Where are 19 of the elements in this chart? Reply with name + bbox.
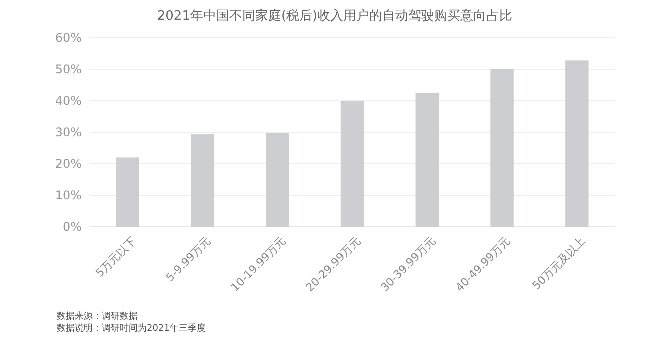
y-tick-label: 30%	[55, 126, 82, 140]
x-tick-label: 5万元以下	[93, 234, 139, 280]
bar	[490, 70, 514, 227]
bar	[266, 133, 290, 227]
text: 数据说明：调研时间为2021年三季度	[57, 323, 206, 334]
y-tick-label: 60%	[55, 31, 82, 46]
bar	[566, 60, 589, 227]
bar	[340, 101, 364, 227]
y-tick-label: 40%	[55, 94, 82, 108]
x-tick-label: 50万元及以上	[530, 234, 588, 293]
chart-title: 2021年中国不同家庭(税后)收入用户的自动驾驶购买意向占比	[157, 8, 513, 24]
y-tick-label: 20%	[55, 157, 82, 172]
source-note: 数据来源：调研数据	[57, 311, 138, 322]
bar	[116, 158, 140, 227]
bar	[416, 93, 439, 227]
y-tick-label: 50%	[55, 62, 82, 77]
y-tick-label: 0%	[62, 220, 82, 234]
bar	[191, 134, 214, 227]
y-tick-label: 10%	[55, 188, 82, 203]
